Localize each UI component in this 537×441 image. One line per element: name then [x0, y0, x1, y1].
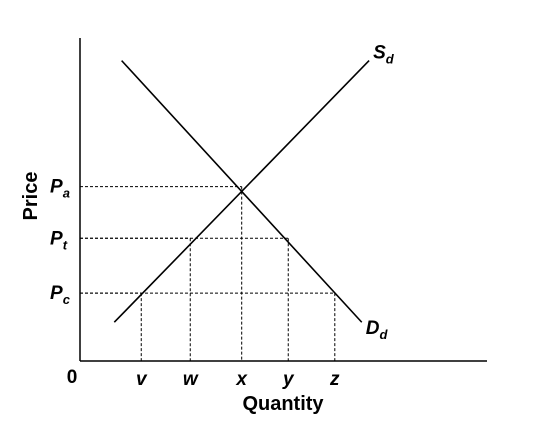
y-tick-label-pa: Pa: [50, 177, 70, 201]
labels: 0 Quantity Price Sd Dd v w x y z Pa Pt Pc: [20, 43, 395, 415]
axes: [79, 38, 487, 362]
x-tick-label-x: x: [235, 369, 248, 390]
x-tick-label-y: y: [282, 369, 295, 390]
y-axis-title: Price: [20, 172, 42, 221]
series-label-d: Dd: [366, 318, 389, 342]
curves: [113, 60, 370, 323]
y-tick-label-pc: Pc: [50, 283, 71, 307]
series-line-d: [121, 60, 363, 323]
y-tick-label-pt: Pt: [50, 228, 68, 252]
series-label-s: Sd: [373, 43, 395, 67]
x-axis-title: Quantity: [242, 393, 324, 415]
origin-label: 0: [67, 367, 78, 388]
x-tick-label-w: w: [183, 369, 199, 390]
x-tick-label-z: z: [329, 369, 340, 390]
guide-lines: [80, 186, 336, 361]
x-tick-label-v: v: [136, 369, 148, 390]
